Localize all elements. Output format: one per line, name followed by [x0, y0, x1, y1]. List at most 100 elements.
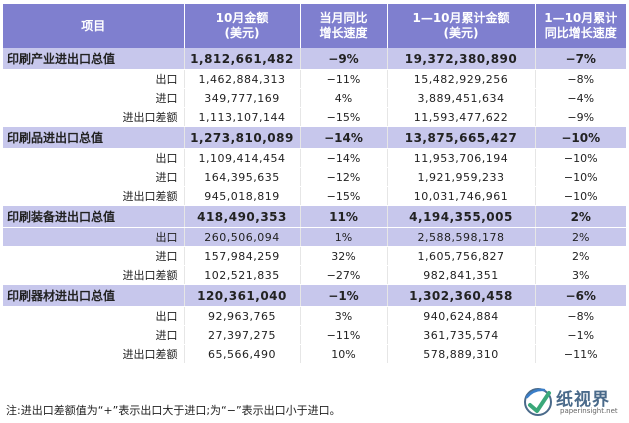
- ytd-amount-cell: 940,624,884: [387, 306, 536, 326]
- oct-growth-cell: −15%: [300, 186, 388, 206]
- category-total-row: 印刷品进出口总值 1,273,810,089 −14% 13,875,665,427−…: [3, 126, 626, 149]
- category-total-row: 印刷产业进出口总值 1,812,661,482 −9% 19,372,380,890−…: [3, 48, 626, 70]
- ytd-amount-cell: 2,588,598,178: [387, 227, 536, 247]
- oct-growth-cell: −14%: [300, 126, 388, 149]
- oct-growth-cell: 3%: [300, 306, 388, 326]
- oct-growth-cell: −12%: [300, 167, 388, 187]
- ytd-amount-cell: 982,841,351: [387, 265, 536, 285]
- trade-statistics-table: 项目 10月金额 (美元) 当月同比 增长速度 1—10月累计金额 (美元) 1—10…: [3, 4, 626, 364]
- ytd-growth-cell: −6%: [535, 284, 626, 307]
- table-row: 进口 27,397,275 −11% 361,735,574 −1%: [3, 325, 626, 345]
- oct-growth-cell: 11%: [300, 205, 388, 228]
- logo-url: paperinsight.net: [560, 407, 618, 415]
- ytd-amount-cell: 3,889,451,634: [387, 88, 536, 108]
- ytd-amount-cell: 1,605,756,827: [387, 246, 536, 266]
- oct-amount-cell: 418,490,353: [184, 205, 301, 228]
- oct-growth-cell: −14%: [300, 148, 388, 168]
- ytd-amount-cell: 13,875,665,427: [387, 126, 536, 149]
- ytd-amount-cell: 19,372,380,890: [387, 48, 536, 70]
- row-label: 印刷品进出口总值: [3, 126, 185, 149]
- ytd-growth-cell: −10%: [535, 186, 626, 206]
- table-row: 进口 349,777,169 4% 3,889,451,634 −4%: [3, 88, 626, 108]
- oct-growth-cell: −1%: [300, 284, 388, 307]
- oct-amount-cell: 1,113,107,144: [184, 107, 301, 127]
- oct-growth-cell: −11%: [300, 69, 388, 89]
- row-label: 印刷器材进出口总值: [3, 284, 185, 307]
- ytd-growth-cell: 2%: [535, 227, 626, 247]
- header-item: 项目: [3, 4, 185, 48]
- oct-amount-cell: 1,462,884,313: [184, 69, 301, 89]
- ytd-amount-cell: 11,953,706,194: [387, 148, 536, 168]
- ytd-amount-cell: 1,921,959,233: [387, 167, 536, 187]
- table-row: 进口 164,395,635 −12% 1,921,959,233 −10%: [3, 167, 626, 187]
- table-row: 进出口差额 1,113,107,144 −15% 11,593,477,622 −9%: [3, 107, 626, 127]
- logo-text: 纸视界: [556, 390, 610, 410]
- oct-amount-cell: 92,963,765: [184, 306, 301, 326]
- header-oct-growth: 当月同比 增长速度: [300, 4, 388, 48]
- table-row: 进出口差额 65,566,490 10% 578,889,310 −11%: [3, 344, 626, 364]
- oct-amount-cell: 1,273,810,089: [184, 126, 301, 149]
- table-row: 出口 260,506,094 1% 2,588,598,178 2%: [3, 227, 626, 247]
- ytd-growth-cell: −9%: [535, 107, 626, 127]
- oct-amount-cell: 1,812,661,482: [184, 48, 301, 70]
- ytd-amount-cell: 15,482,929,256: [387, 69, 536, 89]
- table-row: 出口 1,462,884,313 −11% 15,482,929,256 −8%: [3, 69, 626, 89]
- row-label: 印刷装备进出口总值: [3, 205, 185, 228]
- row-label: 进出口差额: [3, 344, 185, 364]
- ytd-growth-cell: −8%: [535, 69, 626, 89]
- oct-growth-cell: −15%: [300, 107, 388, 127]
- ytd-growth-cell: −8%: [535, 306, 626, 326]
- footnote: 注:进出口差额值为“+”表示出口大于进口;为“−”表示出口小于进口。: [6, 404, 341, 417]
- row-label: 进出口差额: [3, 186, 185, 206]
- paper-insight-logo-icon: [524, 388, 552, 416]
- oct-growth-cell: 4%: [300, 88, 388, 108]
- ytd-amount-cell: 578,889,310: [387, 344, 536, 364]
- oct-amount-cell: 260,506,094: [184, 227, 301, 247]
- oct-amount-cell: 1,109,414,454: [184, 148, 301, 168]
- oct-amount-cell: 65,566,490: [184, 344, 301, 364]
- table-row: 出口 1,109,414,454 −14% 11,953,706,194 −10%: [3, 148, 626, 168]
- oct-growth-cell: −27%: [300, 265, 388, 285]
- oct-amount-cell: 164,395,635: [184, 167, 301, 187]
- row-label: 出口: [3, 227, 185, 247]
- ytd-amount-cell: 4,194,355,005: [387, 205, 536, 228]
- ytd-amount-cell: 361,735,574: [387, 325, 536, 345]
- header-ytd-amount: 1—10月累计金额 (美元): [387, 4, 536, 48]
- row-label: 出口: [3, 148, 185, 168]
- table-row: 进口 157,984,259 32% 1,605,756,827 2%: [3, 246, 626, 266]
- ytd-growth-cell: −7%: [535, 48, 626, 70]
- watermark-logo: 纸视界 paperinsight.net: [520, 384, 626, 420]
- row-label: 进出口差额: [3, 107, 185, 127]
- table-row: 进出口差额 945,018,819 −15% 10,031,746,961 −10%: [3, 186, 626, 206]
- ytd-growth-cell: 3%: [535, 265, 626, 285]
- oct-growth-cell: 32%: [300, 246, 388, 266]
- oct-growth-cell: −11%: [300, 325, 388, 345]
- ytd-growth-cell: −10%: [535, 126, 626, 149]
- ytd-growth-cell: −10%: [535, 148, 626, 168]
- ytd-growth-cell: −4%: [535, 88, 626, 108]
- ytd-growth-cell: −1%: [535, 325, 626, 345]
- ytd-growth-cell: −11%: [535, 344, 626, 364]
- header-oct-amount: 10月金额 (美元): [184, 4, 301, 48]
- oct-growth-cell: 10%: [300, 344, 388, 364]
- oct-amount-cell: 102,521,835: [184, 265, 301, 285]
- category-total-row: 印刷器材进出口总值 120,361,040 −1% 1,302,360,458 −6%: [3, 284, 626, 307]
- row-label: 进口: [3, 167, 185, 187]
- oct-amount-cell: 120,361,040: [184, 284, 301, 307]
- oct-growth-cell: −9%: [300, 48, 388, 70]
- row-label: 进口: [3, 88, 185, 108]
- oct-amount-cell: 157,984,259: [184, 246, 301, 266]
- table-row: 进出口差额 102,521,835 −27% 982,841,351 3%: [3, 265, 626, 285]
- row-label: 进口: [3, 325, 185, 345]
- ytd-growth-cell: 2%: [535, 246, 626, 266]
- row-label: 进口: [3, 246, 185, 266]
- table-header-row: 项目 10月金额 (美元) 当月同比 增长速度 1—10月累计金额 (美元) 1—10…: [3, 4, 626, 48]
- header-ytd-growth: 1—10月累计 同比增长速度: [535, 4, 626, 48]
- ytd-amount-cell: 11,593,477,622: [387, 107, 536, 127]
- oct-amount-cell: 349,777,169: [184, 88, 301, 108]
- ytd-amount-cell: 10,031,746,961: [387, 186, 536, 206]
- row-label: 出口: [3, 306, 185, 326]
- row-label: 印刷产业进出口总值: [3, 48, 185, 70]
- ytd-growth-cell: 2%: [535, 205, 626, 228]
- oct-amount-cell: 945,018,819: [184, 186, 301, 206]
